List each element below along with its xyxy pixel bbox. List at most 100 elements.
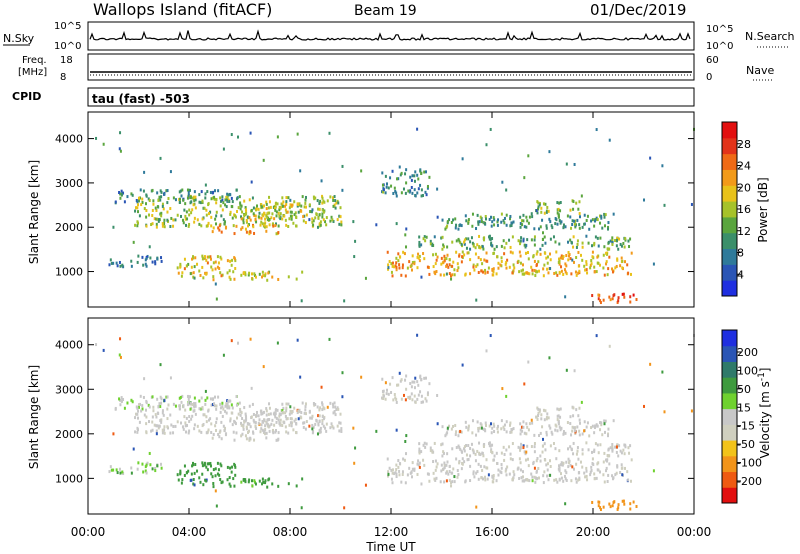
velocity-point — [314, 422, 317, 426]
power-point — [397, 177, 400, 181]
velocity-point — [509, 452, 512, 456]
power-point — [181, 218, 184, 222]
power-point — [500, 256, 503, 260]
power-point — [552, 235, 555, 239]
velocity-point — [181, 394, 184, 398]
velocity-point — [136, 467, 139, 471]
power-point — [500, 220, 503, 224]
velocity-point — [593, 431, 596, 435]
velocity-point — [624, 466, 627, 470]
velocity-point — [210, 422, 213, 426]
power-point — [523, 272, 526, 276]
power-point — [573, 222, 576, 226]
power-point — [151, 208, 154, 212]
velocity-point — [489, 334, 492, 338]
velocity-point — [207, 418, 210, 422]
velocity-point — [163, 425, 166, 429]
power-point — [293, 200, 296, 204]
velocity-point — [567, 457, 570, 461]
power-point — [570, 272, 573, 276]
power-point — [230, 263, 233, 267]
power-point — [545, 226, 548, 230]
power-point — [456, 268, 459, 272]
velocity-point — [242, 425, 245, 429]
colorbar-swatch — [722, 455, 737, 473]
power-point — [196, 262, 199, 266]
power-point — [577, 264, 580, 268]
power-point — [212, 190, 215, 194]
power-point — [549, 267, 552, 271]
power-point — [490, 241, 493, 245]
power-point — [600, 214, 603, 218]
velocity-point — [416, 462, 419, 466]
power-point — [567, 240, 570, 244]
velocity-point — [192, 482, 195, 486]
velocity-point — [477, 426, 480, 430]
velocity-point — [311, 423, 314, 427]
power-point — [544, 202, 547, 206]
power-point — [616, 300, 619, 304]
power-point — [536, 211, 539, 215]
power-point — [391, 261, 394, 265]
power-point — [192, 203, 195, 207]
velocity-point — [193, 405, 196, 409]
power-point — [286, 210, 289, 214]
power-point — [492, 216, 495, 220]
velocity-point — [319, 406, 322, 410]
power-point — [130, 259, 133, 263]
power-point — [213, 195, 216, 199]
velocity-point — [623, 502, 626, 506]
velocity-point — [578, 418, 581, 422]
velocity-point — [549, 459, 552, 463]
velocity-point — [607, 432, 610, 436]
power-point — [561, 256, 564, 260]
power-point — [224, 198, 227, 202]
power-point — [594, 235, 597, 239]
power-point — [416, 266, 419, 270]
velocity-point — [196, 424, 199, 428]
velocity-point — [584, 475, 587, 479]
velocity-point — [163, 399, 166, 403]
power-point — [240, 215, 243, 219]
power-point — [226, 192, 229, 196]
velocity-point — [390, 477, 393, 481]
power-point — [450, 277, 453, 281]
velocity-point — [524, 458, 527, 462]
power-point — [577, 271, 580, 275]
velocity-point — [491, 475, 494, 479]
velocity-point — [289, 421, 292, 425]
power-point — [596, 255, 599, 259]
velocity-point — [571, 429, 574, 433]
power-point — [265, 202, 268, 206]
power-point — [584, 268, 587, 272]
velocity-point — [221, 480, 224, 484]
velocity-point — [353, 461, 356, 465]
velocity-point — [509, 423, 512, 427]
velocity-point — [290, 417, 293, 421]
power-point — [643, 198, 646, 202]
power-point — [446, 220, 449, 224]
power-point — [477, 222, 480, 226]
power-point — [163, 225, 166, 229]
velocity-point — [426, 391, 429, 395]
power-point — [560, 220, 563, 224]
power-point — [382, 190, 385, 194]
velocity-ylabel: Slant Range [km] — [27, 365, 41, 469]
velocity-point — [245, 418, 248, 422]
power-point — [141, 255, 144, 259]
power-point — [142, 189, 145, 193]
velocity-point — [228, 399, 231, 403]
power-point — [227, 193, 230, 197]
power-point — [242, 218, 245, 222]
velocity-point — [258, 479, 261, 483]
power-point — [463, 242, 466, 246]
colorbar-tick-label: 28 — [737, 138, 751, 151]
power-point — [274, 206, 277, 210]
velocity-point — [329, 401, 332, 405]
velocity-point — [426, 393, 429, 397]
power-point — [599, 221, 602, 225]
power-point — [503, 246, 506, 250]
velocity-point — [145, 408, 148, 412]
velocity-point — [252, 431, 255, 435]
power-point — [187, 262, 190, 266]
